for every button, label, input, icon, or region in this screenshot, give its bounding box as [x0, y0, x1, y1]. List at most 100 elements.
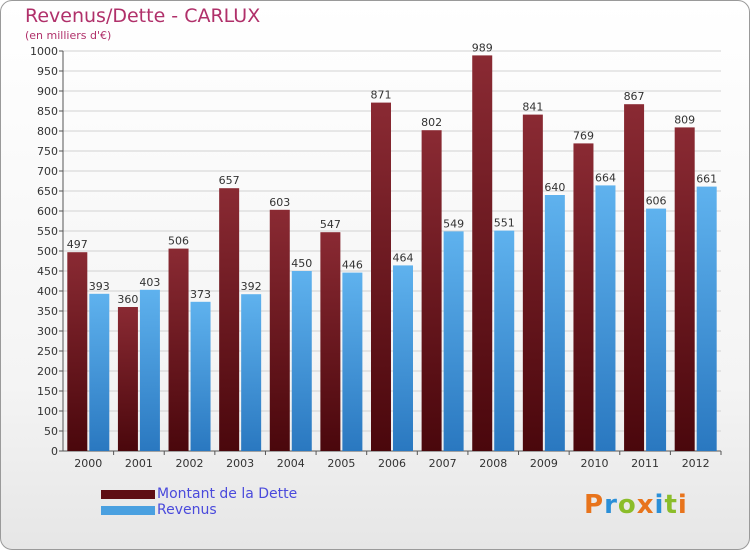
legend: Montant de la Dette Revenus: [101, 486, 297, 518]
x-tick-label: 2003: [226, 457, 254, 470]
bar-revenus: [241, 294, 262, 451]
data-label-revenus: 464: [393, 251, 414, 264]
data-label-dette: 809: [674, 113, 695, 126]
logo-letter: x: [636, 490, 655, 520]
bar-revenus: [393, 265, 413, 451]
y-tick-label: 650: [37, 185, 58, 198]
y-tick-label: 300: [37, 325, 58, 338]
bar-dette: [269, 209, 290, 451]
y-tick-label: 1000: [30, 45, 58, 58]
y-tick-label: 100: [37, 405, 58, 418]
x-tick-label: 2000: [74, 457, 102, 470]
logo-letter: r: [604, 490, 618, 520]
bar-revenus: [342, 272, 363, 451]
chart-subtitle: (en milliers d'€): [25, 29, 112, 42]
x-tick-label: 2002: [176, 457, 204, 470]
y-tick-label: 250: [37, 345, 58, 358]
data-label-dette: 506: [168, 235, 189, 248]
data-label-revenus: 392: [241, 280, 262, 293]
data-label-dette: 603: [269, 196, 290, 209]
data-label-revenus: 446: [342, 259, 363, 272]
x-tick-label: 2011: [631, 457, 659, 470]
x-tick-label: 2006: [378, 457, 406, 470]
data-label-revenus: 403: [139, 276, 160, 289]
y-tick-label: 500: [37, 245, 58, 258]
x-tick-label: 2001: [125, 457, 153, 470]
y-tick-label: 700: [37, 165, 58, 178]
bar-dette: [472, 55, 493, 452]
legend-label-revenus: Revenus: [157, 502, 217, 518]
x-tick-label: 2012: [682, 457, 710, 470]
y-tick-label: 600: [37, 205, 58, 218]
bar-dette: [371, 102, 391, 451]
data-label-revenus: 661: [696, 173, 717, 186]
y-tick-label: 200: [37, 365, 58, 378]
data-label-dette: 497: [67, 238, 88, 251]
bar-revenus: [544, 195, 565, 451]
y-tick-label: 850: [37, 105, 58, 118]
bar-dette: [320, 232, 341, 451]
y-tick-label: 400: [37, 285, 58, 298]
x-tick-label: 2005: [327, 457, 355, 470]
legend-swatch-dette: [101, 489, 155, 499]
bar-revenus: [443, 231, 464, 451]
y-tick-label: 450: [37, 265, 58, 278]
y-tick-label: 550: [37, 225, 58, 238]
bar-revenus: [595, 185, 616, 451]
chart-title: Revenus/Dette - CARLUX: [25, 5, 261, 27]
legend-label-dette: Montant de la Dette: [157, 486, 298, 502]
y-tick-label: 150: [37, 385, 58, 398]
data-label-dette: 841: [522, 101, 543, 114]
y-tick-label: 800: [37, 125, 58, 138]
bar-revenus: [646, 208, 667, 451]
bar-dette: [67, 252, 88, 451]
data-label-revenus: 664: [595, 171, 616, 184]
y-tick-label: 950: [37, 65, 58, 78]
logo-letter: i: [677, 490, 688, 520]
y-tick-label: 350: [37, 305, 58, 318]
y-tick-label: 900: [37, 85, 58, 98]
logo-letter: o: [617, 490, 637, 520]
x-tick-label: 2010: [580, 457, 608, 470]
legend-item-revenus: Revenus: [101, 502, 297, 518]
logo-letter: P: [584, 490, 605, 520]
bar-revenus: [291, 271, 312, 451]
bar-dette: [168, 248, 189, 451]
logo-letter: t: [664, 490, 678, 520]
data-label-dette: 360: [117, 293, 138, 306]
bar-revenus: [494, 230, 515, 451]
data-label-dette: 802: [421, 116, 442, 129]
y-tick-label: 750: [37, 145, 58, 158]
bar-dette: [573, 143, 594, 451]
bar-revenus: [190, 301, 211, 451]
y-tick-label: 0: [51, 445, 58, 458]
bar-revenus: [139, 289, 160, 451]
data-label-revenus: 640: [544, 181, 565, 194]
x-tick-label: 2007: [429, 457, 457, 470]
proxiti-logo: Proxiti: [584, 490, 688, 520]
x-tick-label: 2008: [479, 457, 507, 470]
bar-dette: [624, 104, 645, 451]
bar-dette: [421, 130, 442, 451]
data-label-revenus: 450: [291, 257, 312, 270]
bar-dette: [117, 307, 138, 451]
bar-revenus: [89, 293, 110, 451]
x-tick-label: 2004: [277, 457, 305, 470]
legend-swatch-revenus: [101, 505, 155, 515]
bar-dette: [219, 188, 240, 451]
bar-revenus: [696, 186, 717, 451]
data-label-revenus: 551: [494, 217, 515, 230]
data-label-revenus: 549: [443, 217, 464, 230]
data-label-dette: 657: [219, 174, 240, 187]
data-label-dette: 547: [320, 218, 341, 231]
y-tick-label: 50: [44, 425, 58, 438]
logo-letter: i: [654, 490, 665, 520]
x-tick-label: 2009: [530, 457, 558, 470]
data-label-revenus: 373: [190, 288, 211, 301]
data-label-dette: 989: [472, 41, 493, 54]
data-label-dette: 769: [573, 129, 594, 142]
legend-item-dette: Montant de la Dette: [101, 486, 297, 502]
bar-dette: [674, 127, 695, 452]
